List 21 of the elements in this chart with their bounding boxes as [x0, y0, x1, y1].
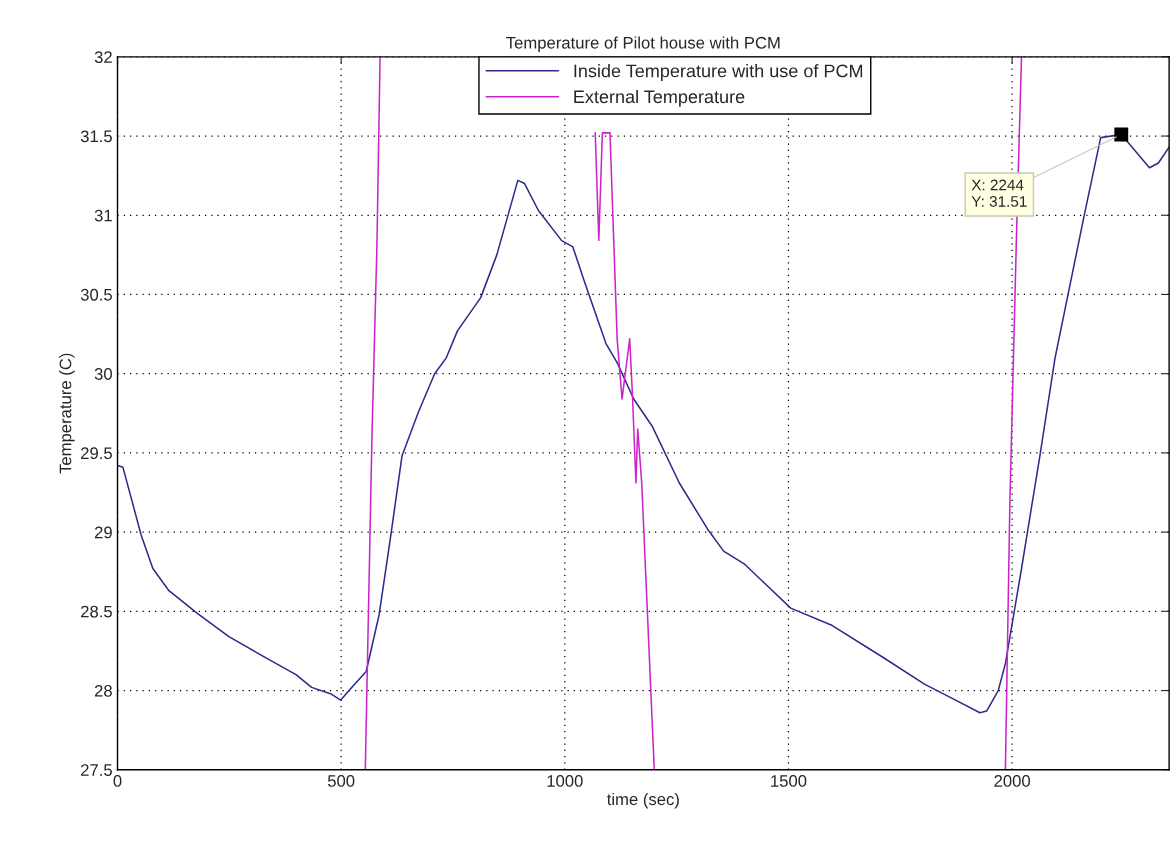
y-tick-label: 29	[94, 526, 112, 539]
y-tick-label: 31.5	[80, 130, 112, 143]
x-tick-label: 2000	[994, 775, 1031, 787]
annotation: X: 2244 Y: 31.51	[971, 179, 1027, 207]
x-tick-label: 500	[327, 775, 355, 787]
x-tick-label: 1500	[771, 775, 807, 787]
x-tick-label: 1000	[547, 775, 583, 787]
legend-label: Inside Temperature with use of PCM	[574, 64, 863, 81]
y-tick-label: 27.5	[81, 764, 112, 776]
x-axis-title: time (sec)	[606, 792, 679, 809]
y-tick-label: 30.5	[80, 288, 112, 301]
y-tick-label: 28.5	[81, 605, 112, 618]
y-tick-label: 31	[94, 209, 112, 222]
x-tick-label: 0	[113, 775, 122, 787]
y-tick-label: 30	[94, 368, 112, 380]
y-tick-label: 28	[94, 684, 112, 697]
chart-title: Temperature of Pilot house with PCM	[506, 36, 780, 52]
y-tick-label: 32	[94, 51, 112, 64]
legend-label: External Temperature	[574, 89, 745, 107]
y-axis-title: Temperature (C)	[59, 353, 75, 474]
y-tick-label: 29.5	[81, 447, 112, 460]
